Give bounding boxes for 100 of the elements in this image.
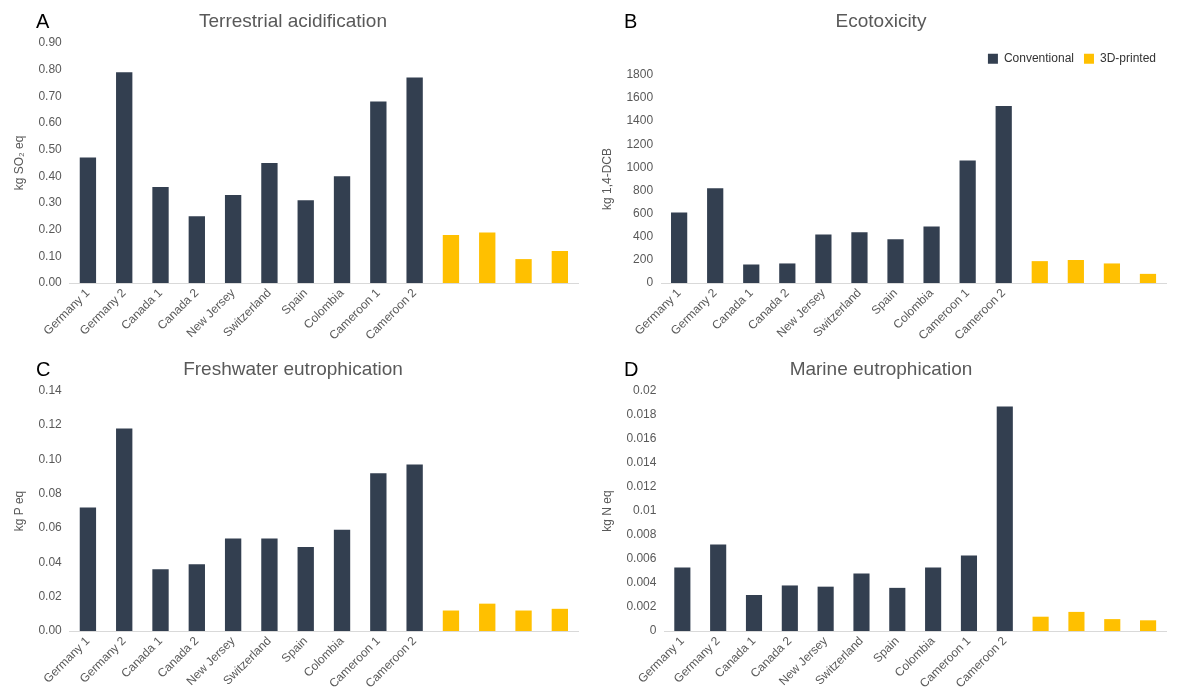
y-tick-label: 0.002 [626, 599, 657, 614]
y-tick-label: 1200 [626, 136, 654, 151]
y-tick-label: 0.00 [38, 623, 63, 638]
y-tick-label: 0.02 [38, 589, 63, 604]
y-tick-label: 1600 [626, 90, 654, 105]
bar [995, 106, 1012, 284]
bar [1068, 611, 1085, 632]
bar [743, 264, 760, 284]
bar [853, 573, 870, 632]
bar [116, 72, 133, 284]
bar [442, 610, 460, 632]
y-tick-label: 0.30 [38, 195, 63, 210]
y-tick-label: 0.01 [633, 503, 657, 518]
text: C [36, 358, 51, 381]
y-tick-label: 800 [633, 182, 654, 197]
bar [224, 195, 242, 284]
bar [79, 157, 97, 284]
text: A [36, 10, 50, 33]
bar [1104, 619, 1121, 632]
y-tick-label: 0.10 [38, 248, 63, 263]
bar [1103, 263, 1121, 284]
bar [479, 232, 496, 284]
bar [333, 529, 351, 632]
y-tick-label: 0 [646, 275, 654, 290]
y-tick-label: 1800 [626, 67, 654, 82]
y-axis-title: kg P eq [11, 490, 26, 532]
chart-title: Ecotoxicity [835, 9, 927, 31]
y-tick-label: 0.014 [626, 455, 657, 470]
y-tick-label: 0.06 [38, 520, 63, 535]
bar [479, 603, 496, 632]
bar [817, 586, 834, 632]
bar [923, 226, 940, 284]
legend-label: 3D-printed [1099, 51, 1156, 66]
bar [925, 567, 942, 632]
bar [370, 101, 387, 284]
bar [551, 251, 569, 284]
bar [1140, 620, 1157, 632]
y-tick-label: 0.04 [38, 554, 63, 569]
bar [188, 564, 205, 632]
y-axis-title: kg SO₂ eq [11, 135, 26, 191]
chart-title: Marine eutrophication [789, 357, 973, 379]
y-tick-label: 0.40 [38, 168, 63, 183]
bar [297, 547, 314, 632]
bar [707, 188, 724, 284]
bar [515, 610, 532, 632]
bar [887, 239, 904, 284]
y-tick-label: 0.006 [626, 551, 657, 566]
bar [671, 212, 688, 284]
y-tick-label: 0.90 [38, 35, 63, 50]
bar [1032, 616, 1049, 632]
y-tick-label: 0.10 [38, 451, 63, 466]
y-tick-label: 0.70 [38, 88, 63, 103]
y-tick-label: 0.12 [38, 417, 63, 432]
bar [406, 77, 423, 284]
bar [960, 555, 978, 632]
bar [674, 567, 691, 632]
bar [551, 608, 569, 632]
y-tick-label: 0 [649, 623, 657, 638]
y-tick-label: 400 [633, 229, 654, 244]
y-tick-label: 200 [633, 252, 654, 267]
bar [1031, 261, 1048, 284]
bar [1139, 273, 1157, 284]
bar [152, 569, 169, 632]
y-tick-label: 1400 [626, 113, 654, 128]
legend-label: Conventional [1003, 51, 1074, 66]
y-tick-label: 1000 [626, 159, 654, 174]
bar [515, 259, 532, 284]
bar [442, 235, 460, 284]
bar [996, 406, 1013, 632]
bar [188, 216, 205, 284]
y-tick-label: 0.20 [38, 222, 63, 237]
bar [116, 428, 133, 632]
bar [889, 587, 906, 632]
y-tick-label: 0.012 [626, 479, 657, 494]
bar [261, 162, 278, 284]
bar [333, 176, 351, 284]
chart-title: Freshwater eutrophication [183, 357, 403, 379]
y-tick-label: 0.60 [38, 115, 63, 130]
y-tick-label: 0.14 [38, 383, 63, 398]
bar [79, 507, 97, 632]
y-tick-label: 0.008 [626, 527, 657, 542]
y-tick-label: 0.02 [633, 383, 657, 398]
bar [152, 186, 169, 284]
y-axis-title: kg N eq [599, 490, 614, 532]
y-tick-label: 0.08 [38, 486, 63, 501]
bar [224, 538, 242, 632]
y-tick-label: 600 [633, 206, 654, 220]
bar [297, 200, 314, 284]
y-tick-label: 0.00 [38, 275, 63, 290]
bar [779, 263, 796, 284]
bar [710, 544, 727, 632]
y-axis-title: kg 1,4-DCB [599, 147, 614, 210]
bar [815, 234, 832, 284]
y-tick-label: 0.016 [626, 431, 657, 446]
y-tick-label: 0.004 [626, 575, 657, 590]
y-tick-label: 0.80 [38, 61, 63, 76]
bar [745, 595, 763, 632]
bar [406, 464, 423, 632]
text: B [624, 10, 638, 33]
bar [1067, 259, 1084, 284]
